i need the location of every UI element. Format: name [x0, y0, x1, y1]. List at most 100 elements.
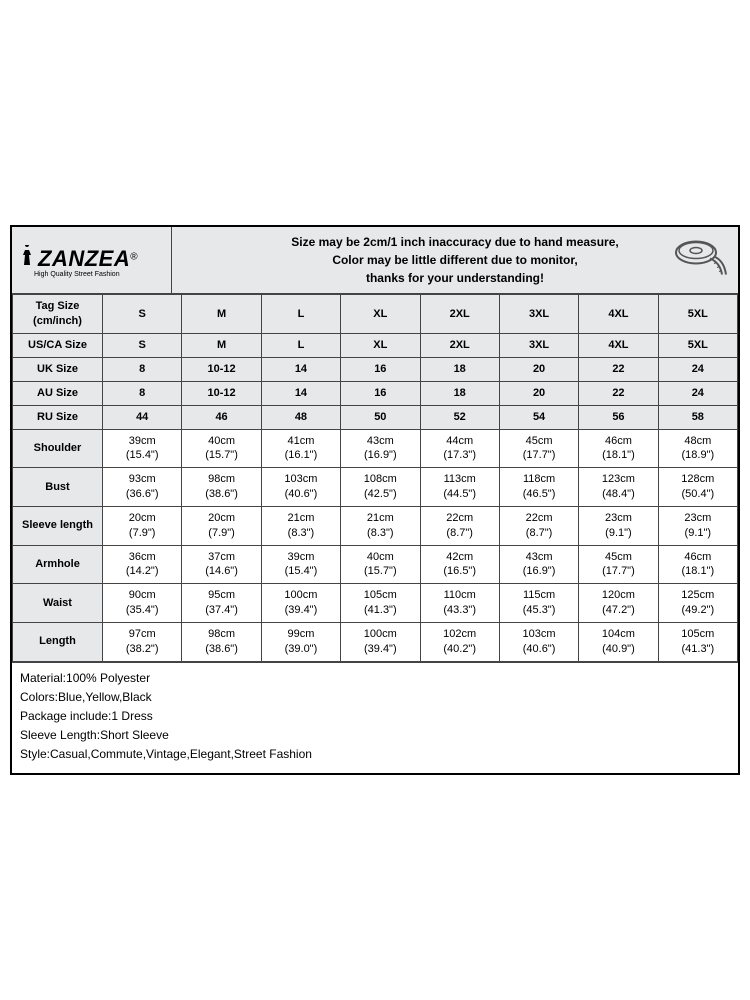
table-cell: 97cm (38.2"): [103, 622, 182, 661]
table-cell: 24: [658, 357, 737, 381]
table-cell: 4XL: [579, 295, 658, 334]
table-row: Bust93cm (36.6")98cm (38.6")103cm (40.6"…: [13, 468, 738, 507]
table-cell: S: [103, 334, 182, 358]
table-cell: 46cm (18.1"): [579, 429, 658, 468]
table-row: Shoulder39cm (15.4")40cm (15.7")41cm (16…: [13, 429, 738, 468]
table-row: Armhole36cm (14.2")37cm (14.6")39cm (15.…: [13, 545, 738, 584]
table-cell: 118cm (46.5"): [499, 468, 578, 507]
table-cell: 123cm (48.4"): [579, 468, 658, 507]
detail-line: Package include:1 Dress: [20, 707, 730, 726]
table-cell: 20: [499, 357, 578, 381]
row-label: RU Size: [13, 405, 103, 429]
table-cell: 24: [658, 381, 737, 405]
detail-line: Sleeve Length:Short Sleeve: [20, 726, 730, 745]
table-row: Length97cm (38.2")98cm (38.6")99cm (39.0…: [13, 622, 738, 661]
table-cell: XL: [341, 334, 420, 358]
table-cell: 36cm (14.2"): [103, 545, 182, 584]
table-cell: 4XL: [579, 334, 658, 358]
table-cell: 41cm (16.1"): [261, 429, 340, 468]
row-label: Length: [13, 622, 103, 661]
table-cell: 14: [261, 381, 340, 405]
row-label: Shoulder: [13, 429, 103, 468]
table-cell: L: [261, 334, 340, 358]
table-cell: 100cm (39.4"): [261, 584, 340, 623]
table-cell: 98cm (38.6"): [182, 622, 261, 661]
table-cell: 95cm (37.4"): [182, 584, 261, 623]
table-cell: 37cm (14.6"): [182, 545, 261, 584]
table-row: RU Size4446485052545658: [13, 405, 738, 429]
table-cell: 23cm (9.1"): [658, 506, 737, 545]
brand-name: ZANZEA®: [38, 246, 138, 272]
header-row: ZANZEA® High Quality Street Fashion Size…: [12, 227, 738, 294]
table-cell: 10-12: [182, 381, 261, 405]
table-cell: 45cm (17.7"): [579, 545, 658, 584]
table-cell: 128cm (50.4"): [658, 468, 737, 507]
table-cell: 108cm (42.5"): [341, 468, 420, 507]
detail-line: Style:Casual,Commute,Vintage,Elegant,Str…: [20, 745, 730, 764]
table-cell: 14: [261, 357, 340, 381]
table-cell: 90cm (35.4"): [103, 584, 182, 623]
table-cell: 99cm (39.0"): [261, 622, 340, 661]
table-cell: 21cm (8.3"): [341, 506, 420, 545]
table-row: Sleeve length20cm (7.9")20cm (7.9")21cm …: [13, 506, 738, 545]
table-cell: 20cm (7.9"): [103, 506, 182, 545]
size-chart: ZANZEA® High Quality Street Fashion Size…: [10, 225, 740, 774]
table-cell: 102cm (40.2"): [420, 622, 499, 661]
silhouette-icon: [20, 245, 34, 273]
table-cell: 22: [579, 357, 658, 381]
table-cell: 22cm (8.7"): [499, 506, 578, 545]
table-cell: 21cm (8.3"): [261, 506, 340, 545]
table-cell: L: [261, 295, 340, 334]
table-cell: 8: [103, 381, 182, 405]
table-cell: 2XL: [420, 295, 499, 334]
table-cell: 48cm (18.9"): [658, 429, 737, 468]
table-cell: S: [103, 295, 182, 334]
table-cell: 44cm (17.3"): [420, 429, 499, 468]
table-cell: 22: [579, 381, 658, 405]
row-label: Waist: [13, 584, 103, 623]
table-cell: 58: [658, 405, 737, 429]
table-cell: 23cm (9.1"): [579, 506, 658, 545]
table-cell: 39cm (15.4"): [103, 429, 182, 468]
table-cell: 3XL: [499, 295, 578, 334]
table-cell: 48: [261, 405, 340, 429]
table-cell: 10-12: [182, 357, 261, 381]
table-cell: 103cm (40.6"): [261, 468, 340, 507]
table-row: Tag Size (cm/inch)SMLXL2XL3XL4XL5XL: [13, 295, 738, 334]
table-row: Waist90cm (35.4")95cm (37.4")100cm (39.4…: [13, 584, 738, 623]
table-cell: 120cm (47.2"): [579, 584, 658, 623]
table-cell: 43cm (16.9"): [341, 429, 420, 468]
table-cell: 105cm (41.3"): [341, 584, 420, 623]
table-cell: 44: [103, 405, 182, 429]
table-cell: 45cm (17.7"): [499, 429, 578, 468]
table-cell: 16: [341, 381, 420, 405]
row-label: Armhole: [13, 545, 103, 584]
brand-logo-cell: ZANZEA® High Quality Street Fashion: [12, 227, 172, 293]
table-cell: 8: [103, 357, 182, 381]
table-cell: 52: [420, 405, 499, 429]
size-table-body: Tag Size (cm/inch)SMLXL2XL3XL4XL5XL US/CA…: [13, 295, 738, 661]
table-cell: 40cm (15.7"): [182, 429, 261, 468]
table-cell: 40cm (15.7"): [341, 545, 420, 584]
table-cell: 18: [420, 381, 499, 405]
table-cell: 5XL: [658, 334, 737, 358]
table-cell: 125cm (49.2"): [658, 584, 737, 623]
table-cell: 56: [579, 405, 658, 429]
table-cell: 113cm (44.5"): [420, 468, 499, 507]
table-cell: 46cm (18.1"): [658, 545, 737, 584]
disclaimer-text: Size may be 2cm/1 inch inaccuracy due to…: [291, 233, 618, 287]
table-cell: 22cm (8.7"): [420, 506, 499, 545]
detail-line: Colors:Blue,Yellow,Black: [20, 688, 730, 707]
row-label: Tag Size (cm/inch): [13, 295, 103, 334]
row-label: US/CA Size: [13, 334, 103, 358]
size-table: Tag Size (cm/inch)SMLXL2XL3XL4XL5XL US/CA…: [12, 294, 738, 661]
table-cell: M: [182, 295, 261, 334]
row-label: Sleeve length: [13, 506, 103, 545]
table-cell: M: [182, 334, 261, 358]
table-cell: 39cm (15.4"): [261, 545, 340, 584]
table-cell: 42cm (16.5"): [420, 545, 499, 584]
brand-tagline: High Quality Street Fashion: [34, 271, 167, 278]
table-row: US/CA SizeSMLXL2XL3XL4XL5XL: [13, 334, 738, 358]
table-cell: XL: [341, 295, 420, 334]
table-cell: 16: [341, 357, 420, 381]
